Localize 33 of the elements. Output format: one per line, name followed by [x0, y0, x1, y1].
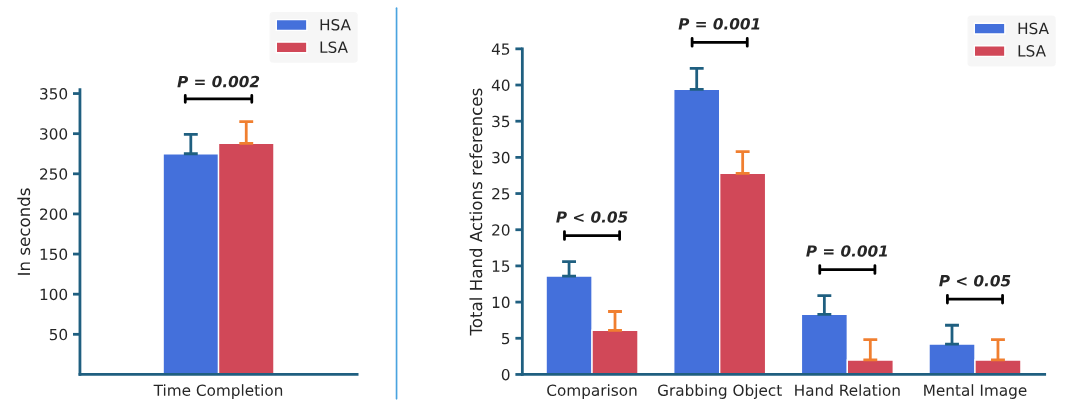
y-tick-label: 5 — [501, 332, 510, 345]
y-tick-label: 100 — [40, 288, 68, 301]
y-tick-label: 15 — [492, 260, 510, 272]
y-tick-label: 350 — [40, 88, 68, 100]
annotation: P < 0.05 — [939, 274, 1011, 287]
y-tick-label: 10 — [492, 296, 510, 309]
y-tick-label: 30 — [492, 151, 510, 164]
annotation: P = 0.001 — [806, 245, 888, 257]
y-tick-label: 150 — [40, 248, 68, 261]
legend-label: HSA — [320, 19, 351, 31]
y-tick-label: 25 — [492, 188, 510, 200]
y-tick-label: 35 — [492, 115, 510, 128]
annotation: P < 0.05 — [556, 211, 628, 223]
x-tick-label: Comparison — [547, 384, 637, 399]
y-tick-label: 40 — [491, 79, 510, 92]
legend-label: HSA — [1018, 22, 1049, 35]
y-axis-title: In seconds — [17, 188, 31, 275]
text: P = 0.002 — [177, 75, 260, 88]
x-tick-label: Time Completion — [153, 384, 283, 399]
y-tick-label: 50 — [49, 328, 68, 341]
legend-label: LSA — [1018, 45, 1046, 57]
y-tick-label: 300 — [40, 128, 68, 140]
x-tick-label: Mental Image — [924, 384, 1027, 399]
x-tick-label: Grabbing Object — [657, 384, 782, 399]
y-tick-label: 0 — [501, 368, 510, 381]
y-tick-label: 200 — [40, 208, 68, 220]
y-axis-title: Total Hand Actions references — [469, 88, 483, 336]
y-tick-label: 250 — [40, 168, 68, 180]
y-tick-label: 45 — [491, 43, 510, 55]
legend-label: LSA — [320, 41, 348, 53]
x-tick-label: Hand Relation — [795, 384, 900, 396]
text: P = 0.001 — [678, 18, 760, 30]
y-tick-label: 20 — [492, 224, 510, 236]
